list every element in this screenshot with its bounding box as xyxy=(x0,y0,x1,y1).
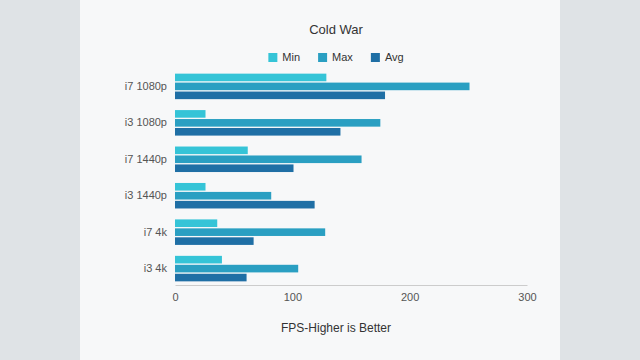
y-tick-label: i3 1080p xyxy=(125,116,167,128)
y-tick-label: i7 1080p xyxy=(125,80,167,92)
legend-swatch xyxy=(318,53,327,62)
plot: 0 100 200 300 i7 1080p i3 1080p i7 1440p i3 144… xyxy=(125,74,537,303)
y-tick-label: i3 4k xyxy=(144,262,168,274)
y-tick-label: i7 4k xyxy=(144,226,168,238)
bar xyxy=(175,256,222,264)
legend-item: Min xyxy=(268,51,300,63)
x-axis: 0 100 200 300 xyxy=(172,285,536,303)
bar xyxy=(175,265,298,273)
series xyxy=(175,74,326,264)
bar xyxy=(175,119,380,127)
legend: Min Max Avg xyxy=(268,51,403,63)
y-tick: i7 1080p xyxy=(125,80,175,92)
legend-label: Avg xyxy=(385,51,404,63)
x-tick: 200 xyxy=(401,285,419,303)
x-tick: 300 xyxy=(518,285,536,303)
bar xyxy=(175,92,385,100)
legend-swatch xyxy=(268,53,277,62)
y-tick-label: i3 1440p xyxy=(125,189,167,201)
x-tick-label: 300 xyxy=(518,291,536,303)
y-tick-label: i7 1440p xyxy=(125,153,167,165)
bar xyxy=(175,83,470,91)
x-axis-line xyxy=(176,285,528,286)
bar xyxy=(175,147,248,155)
panel xyxy=(80,0,560,360)
bar xyxy=(175,110,206,118)
y-tick: i3 1440p xyxy=(125,189,175,201)
x-axis-title: FPS-Higher is Better xyxy=(281,321,391,335)
x-tick-label: 100 xyxy=(284,291,302,303)
bar xyxy=(175,201,315,209)
x-tick-label: 0 xyxy=(172,291,178,303)
x-tick: 0 xyxy=(172,285,178,303)
series xyxy=(175,92,385,282)
bar xyxy=(175,274,247,282)
legend-item: Avg xyxy=(371,51,404,63)
series xyxy=(175,83,470,273)
bar xyxy=(175,128,340,136)
bar xyxy=(175,192,271,200)
legend-label: Max xyxy=(332,51,353,63)
bars xyxy=(175,74,470,282)
y-tick: i7 1440p xyxy=(125,153,175,165)
y-tick: i3 4k xyxy=(144,262,175,274)
legend-swatch xyxy=(371,53,380,62)
bar xyxy=(175,183,206,191)
y-tick: i3 1080p xyxy=(125,116,175,128)
x-tick: 100 xyxy=(284,285,302,303)
x-tick-label: 200 xyxy=(401,291,419,303)
legend-label: Min xyxy=(282,51,300,63)
bar xyxy=(175,219,217,227)
y-axis: i7 1080p i3 1080p i7 1440p i3 1440p i7 4k i3 … xyxy=(125,80,175,274)
title: Cold War xyxy=(309,22,363,37)
bar xyxy=(175,164,294,172)
chart: Cold War 0 100 200 300 i7 1080p i3 1080p i7 144… xyxy=(0,0,640,360)
bar xyxy=(175,74,326,82)
y-tick: i7 4k xyxy=(144,226,175,238)
bar xyxy=(175,155,362,163)
bar xyxy=(175,228,325,236)
bar xyxy=(175,237,254,245)
legend-item: Max xyxy=(318,51,353,63)
